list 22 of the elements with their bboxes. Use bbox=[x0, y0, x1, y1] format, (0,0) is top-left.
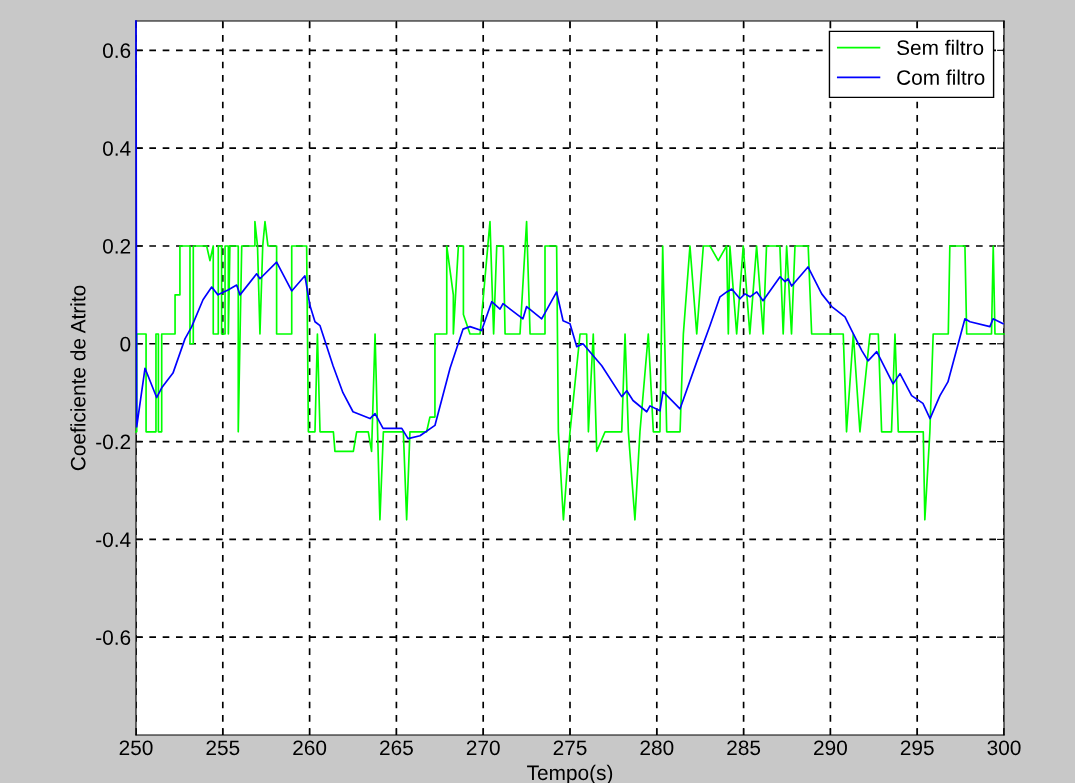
x-tick-label: 290 bbox=[814, 740, 847, 756]
x-tick-label: 275 bbox=[553, 740, 587, 756]
x-tick-label: 250 bbox=[119, 740, 153, 756]
y-tick-label: -0.4 bbox=[96, 532, 131, 548]
y-tick-label: 0.2 bbox=[102, 238, 131, 254]
x-tick-label: 295 bbox=[900, 740, 934, 756]
x-tick-label: 260 bbox=[293, 740, 327, 756]
y-tick-label: 0.4 bbox=[102, 141, 131, 156]
y-axis-title: Coeficiente de Atrito bbox=[70, 285, 86, 471]
y-tick-label: 0 bbox=[120, 336, 131, 352]
x-tick-label: 285 bbox=[727, 740, 761, 756]
legend-label: Sem filtro bbox=[897, 39, 984, 56]
legend-label: Com filtro bbox=[897, 69, 985, 85]
x-tick-label: 265 bbox=[380, 740, 413, 756]
y-tick-label: -0.6 bbox=[96, 630, 131, 645]
y-tick-label: -0.2 bbox=[96, 434, 131, 450]
line-series bbox=[135, 220, 1005, 521]
x-tick-label: 255 bbox=[206, 740, 240, 756]
x-tick-label: 280 bbox=[640, 740, 674, 756]
y-tick-label: 0.6 bbox=[102, 43, 131, 59]
x-tick-label: 300 bbox=[987, 740, 1021, 756]
x-tick-label: 270 bbox=[466, 740, 500, 756]
